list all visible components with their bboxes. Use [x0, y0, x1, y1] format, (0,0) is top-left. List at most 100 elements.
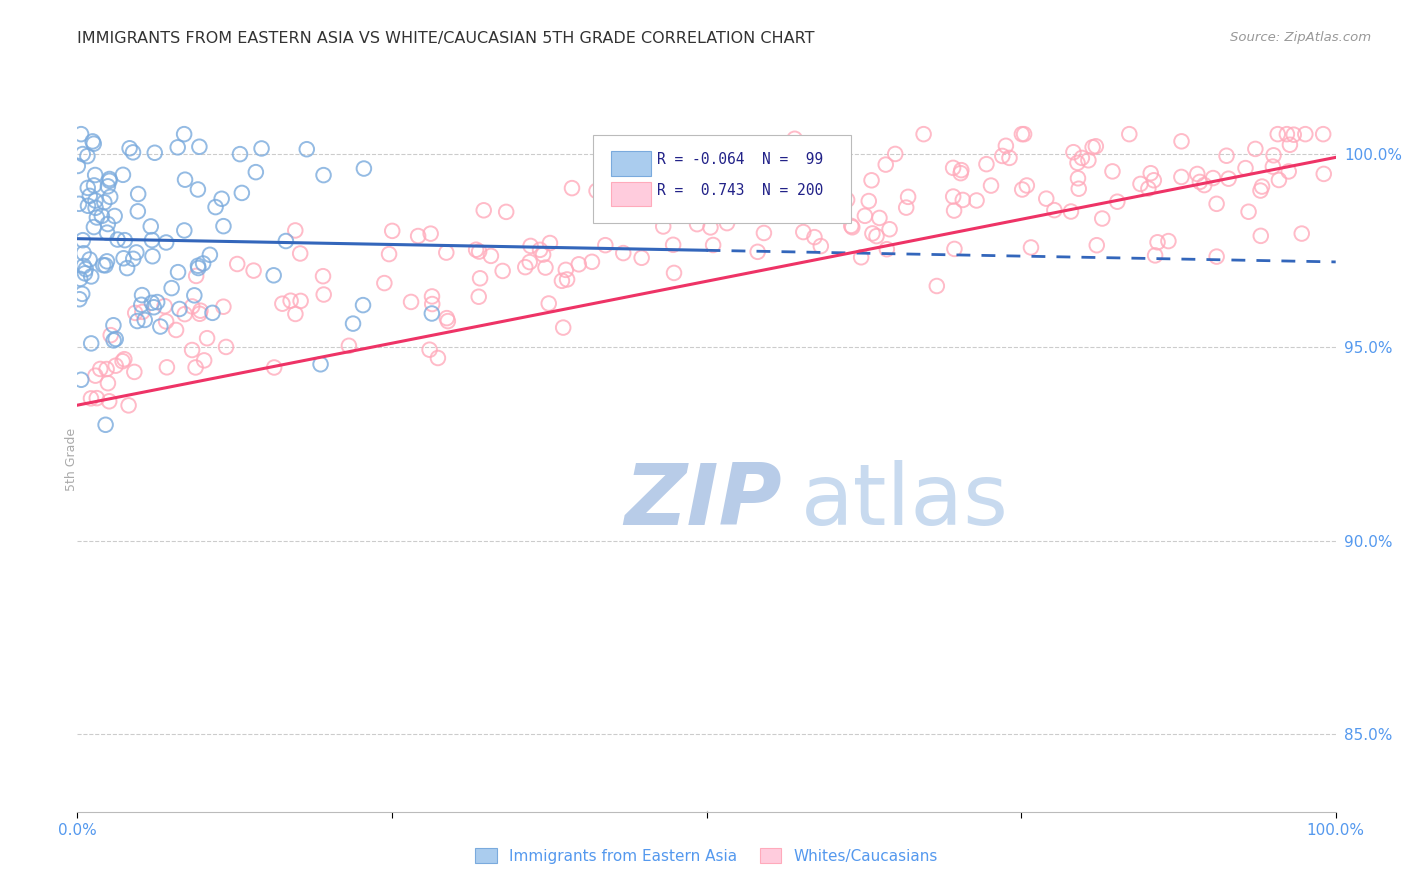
Point: [1205, 250, 1227, 264]
Point: [97, 217, 120, 231]
Point: [1107, 194, 1129, 209]
Point: [515, 260, 537, 274]
Point: [337, 339, 360, 353]
Point: [766, 179, 789, 194]
Point: [97, 179, 120, 194]
Point: [554, 263, 576, 277]
Point: [1267, 127, 1289, 141]
Point: [127, 187, 149, 202]
Point: [1244, 142, 1267, 156]
Point: [112, 252, 135, 266]
Point: [70, 373, 93, 387]
Point: [80, 336, 103, 351]
Point: [378, 247, 401, 261]
Point: [188, 307, 211, 321]
Point: [1202, 171, 1225, 186]
Point: [290, 246, 312, 260]
Point: [84, 201, 107, 215]
Point: [912, 127, 935, 141]
Point: [67, 196, 90, 211]
Point: [897, 190, 920, 204]
Point: [426, 351, 449, 365]
Point: [91, 258, 114, 272]
Point: [79, 189, 101, 203]
Point: [250, 141, 273, 155]
Point: [226, 257, 249, 271]
Point: [134, 313, 156, 327]
Point: [1091, 211, 1114, 226]
Point: [1282, 128, 1305, 142]
Point: [949, 166, 972, 180]
Point: [860, 227, 883, 241]
Point: [747, 244, 769, 259]
Point: [274, 234, 297, 248]
Point: [468, 244, 491, 259]
Point: [141, 295, 163, 310]
Point: [160, 281, 183, 295]
Point: [1278, 137, 1301, 152]
Point: [184, 360, 207, 375]
Point: [107, 233, 129, 247]
Point: [551, 274, 574, 288]
Point: [419, 343, 441, 357]
Point: [84, 368, 107, 383]
Point: [187, 259, 209, 273]
Point: [406, 229, 429, 244]
Point: [98, 394, 121, 409]
Point: [1066, 156, 1088, 170]
Point: [83, 136, 105, 151]
Point: [630, 251, 652, 265]
Point: [97, 376, 120, 391]
Point: [104, 209, 127, 223]
Point: [195, 331, 218, 345]
Point: [125, 245, 148, 260]
Point: [1085, 238, 1108, 252]
Point: [1084, 139, 1107, 153]
Point: [373, 276, 395, 290]
Point: [952, 193, 974, 207]
Point: [853, 209, 876, 223]
Point: [835, 193, 858, 207]
Point: [190, 303, 212, 318]
Point: [1139, 166, 1161, 180]
Point: [201, 306, 224, 320]
Point: [155, 235, 177, 250]
Point: [229, 147, 252, 161]
Point: [143, 145, 166, 160]
Point: [752, 226, 775, 240]
Point: [100, 328, 122, 343]
Point: [529, 243, 551, 257]
Point: [1291, 227, 1313, 241]
Point: [117, 398, 139, 412]
Point: [841, 220, 863, 235]
Point: [70, 127, 93, 141]
Point: [436, 311, 458, 326]
Point: [1268, 173, 1291, 187]
Point: [84, 194, 107, 208]
Point: [1237, 204, 1260, 219]
Point: [1043, 203, 1066, 218]
Point: [173, 127, 195, 141]
Point: [787, 201, 810, 215]
Point: [1137, 181, 1160, 195]
Point: [860, 173, 883, 187]
Point: [1278, 164, 1301, 178]
Point: [263, 268, 285, 283]
Point: [1011, 127, 1033, 141]
Point: [662, 237, 685, 252]
Point: [127, 314, 149, 328]
Point: [1188, 175, 1211, 189]
Point: [1019, 240, 1042, 254]
Point: [93, 195, 115, 210]
Point: [124, 365, 146, 379]
Point: [1011, 182, 1033, 196]
Point: [553, 320, 575, 334]
Point: [839, 219, 862, 233]
Point: [127, 204, 149, 219]
Point: [1144, 248, 1167, 262]
Point: [865, 229, 887, 244]
Point: [114, 233, 136, 247]
Point: [790, 190, 813, 204]
Point: [1035, 192, 1057, 206]
Point: [72, 233, 94, 247]
